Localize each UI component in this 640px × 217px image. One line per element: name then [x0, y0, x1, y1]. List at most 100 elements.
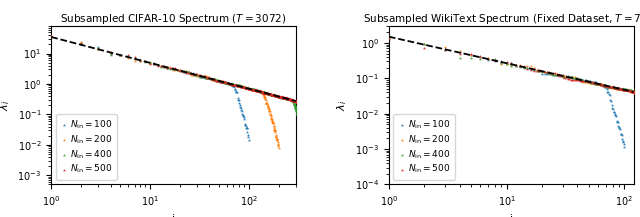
- $N_{\rm in} = 400$: [233, 84, 243, 87]
- $N_{\rm in} = 100$: [546, 73, 556, 76]
- $N_{\rm in} = 400$: [298, 135, 308, 138]
- $N_{\rm in} = 400$: [604, 85, 614, 89]
- $N_{\rm in} = 200$: [614, 87, 625, 91]
- $N_{\rm in} = 400$: [630, 90, 640, 94]
- $N_{\rm in} = 500$: [264, 92, 274, 96]
- $N_{\rm in} = 400$: [265, 92, 275, 96]
- $N_{\rm in} = 400$: [284, 97, 294, 101]
- $N_{\rm in} = 200$: [264, 110, 275, 113]
- $N_{\rm in} = 400$: [546, 72, 556, 76]
- $N_{\rm in} = 400$: [552, 74, 563, 77]
- $N_{\rm in} = 500$: [534, 70, 545, 73]
- $N_{\rm in} = 400$: [302, 148, 312, 152]
- $N_{\rm in} = 400$: [259, 91, 269, 94]
- $N_{\rm in} = 100$: [589, 81, 600, 84]
- $N_{\rm in} = 400$: [294, 118, 304, 122]
- $N_{\rm in} = 400$: [241, 86, 252, 90]
- $N_{\rm in} = 500$: [617, 88, 627, 91]
- $N_{\rm in} = 400$: [303, 153, 313, 156]
- $N_{\rm in} = 500$: [296, 102, 306, 105]
- Legend: $N_{\rm in} = 100$, $N_{\rm in} = 200$, $N_{\rm in} = 400$, $N_{\rm in} = 500$: $N_{\rm in} = 100$, $N_{\rm in} = 200$, …: [56, 114, 117, 180]
- $N_{\rm in} = 400$: [272, 94, 282, 98]
- $N_{\rm in} = 500$: [302, 116, 312, 120]
- $N_{\rm in} = 100$: [591, 81, 601, 84]
- $N_{\rm in} = 200$: [234, 84, 244, 87]
- $N_{\rm in} = 400$: [580, 79, 591, 82]
- $N_{\rm in} = 400$: [296, 124, 306, 128]
- $N_{\rm in} = 100$: [230, 88, 241, 92]
- $N_{\rm in} = 200$: [623, 88, 633, 92]
- $N_{\rm in} = 500$: [291, 100, 301, 103]
- $N_{\rm in} = 500$: [312, 150, 322, 154]
- $N_{\rm in} = 500$: [614, 87, 625, 90]
- $N_{\rm in} = 500$: [628, 90, 638, 94]
- $N_{\rm in} = 500$: [305, 124, 315, 128]
- $N_{\rm in} = 400$: [287, 99, 298, 103]
- $N_{\rm in} = 500$: [287, 98, 297, 102]
- $N_{\rm in} = 500$: [255, 89, 265, 93]
- $N_{\rm in} = 400$: [259, 91, 269, 94]
- $N_{\rm in} = 100$: [607, 103, 617, 106]
- $N_{\rm in} = 400$: [262, 92, 273, 95]
- $N_{\rm in} = 500$: [601, 84, 611, 88]
- $N_{\rm in} = 200$: [241, 86, 252, 90]
- $N_{\rm in} = 500$: [502, 61, 512, 64]
- $N_{\rm in} = 200$: [634, 92, 640, 96]
- $N_{\rm in} = 400$: [496, 62, 506, 65]
- $N_{\rm in} = 500$: [286, 98, 296, 102]
- $N_{\rm in} = 400$: [294, 120, 305, 124]
- $N_{\rm in} = 400$: [250, 88, 260, 91]
- $N_{\rm in} = 400$: [300, 140, 310, 144]
- $N_{\rm in} = 200$: [596, 83, 607, 86]
- $N_{\rm in} = 200$: [636, 93, 640, 96]
- $N_{\rm in} = 500$: [288, 99, 298, 102]
- $N_{\rm in} = 500$: [223, 81, 233, 84]
- $N_{\rm in} = 500$: [584, 80, 594, 84]
- $N_{\rm in} = 200$: [572, 77, 582, 80]
- $N_{\rm in} = 100$: [610, 112, 620, 115]
- $N_{\rm in} = 200$: [215, 79, 225, 83]
- $N_{\rm in} = 500$: [637, 92, 640, 95]
- $N_{\rm in} = 500$: [303, 116, 313, 120]
- $N_{\rm in} = 200$: [225, 82, 236, 85]
- $N_{\rm in} = 500$: [604, 85, 614, 89]
- $N_{\rm in} = 400$: [211, 78, 221, 81]
- $N_{\rm in} = 100$: [189, 73, 199, 76]
- $N_{\rm in} = 400$: [522, 67, 532, 70]
- $N_{\rm in} = 400$: [265, 93, 275, 96]
- $N_{\rm in} = 400$: [260, 91, 270, 94]
- $N_{\rm in} = 400$: [140, 60, 150, 63]
- $N_{\rm in} = 200$: [625, 89, 635, 92]
- $N_{\rm in} = 400$: [302, 148, 312, 151]
- $N_{\rm in} = 500$: [290, 99, 300, 103]
- $N_{\rm in} = 400$: [542, 71, 552, 75]
- $N_{\rm in} = 500$: [273, 95, 284, 98]
- $N_{\rm in} = 400$: [300, 140, 310, 143]
- $N_{\rm in} = 500$: [589, 82, 600, 85]
- $N_{\rm in} = 500$: [246, 88, 257, 91]
- $N_{\rm in} = 400$: [626, 89, 636, 92]
- $N_{\rm in} = 500$: [189, 72, 199, 76]
- $N_{\rm in} = 200$: [76, 40, 86, 43]
- $N_{\rm in} = 500$: [191, 72, 201, 76]
- $N_{\rm in} = 200$: [604, 85, 614, 89]
- $N_{\rm in} = 500$: [295, 101, 305, 104]
- $N_{\rm in} = 400$: [632, 91, 640, 94]
- $N_{\rm in} = 200$: [268, 124, 278, 127]
- $N_{\rm in} = 500$: [278, 96, 288, 99]
- $N_{\rm in} = 400$: [622, 88, 632, 92]
- $N_{\rm in} = 400$: [297, 129, 307, 132]
- $N_{\rm in} = 400$: [245, 87, 255, 90]
- $N_{\rm in} = 400$: [248, 88, 259, 91]
- $N_{\rm in} = 400$: [636, 92, 640, 95]
- $N_{\rm in} = 400$: [209, 78, 220, 81]
- $N_{\rm in} = 100$: [619, 145, 629, 149]
- $N_{\rm in} = 100$: [224, 82, 234, 85]
- $N_{\rm in} = 200$: [198, 74, 209, 78]
- X-axis label: i: i: [509, 214, 513, 217]
- $N_{\rm in} = 400$: [271, 94, 281, 97]
- $N_{\rm in} = 400$: [266, 93, 276, 96]
- $N_{\rm in} = 500$: [612, 86, 622, 90]
- $N_{\rm in} = 500$: [271, 94, 281, 97]
- $N_{\rm in} = 100$: [454, 51, 465, 54]
